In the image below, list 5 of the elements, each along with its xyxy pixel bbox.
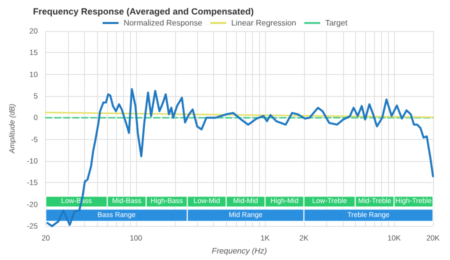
legend-label: Normalized Response — [124, 18, 203, 28]
chart-title: Frequency Response (Averaged and Compensated) — [33, 6, 254, 16]
legend-label: Linear Regression — [231, 18, 296, 28]
x-axis-title: Frequency (Hz) — [212, 246, 268, 256]
legend-label: Target — [325, 18, 348, 28]
